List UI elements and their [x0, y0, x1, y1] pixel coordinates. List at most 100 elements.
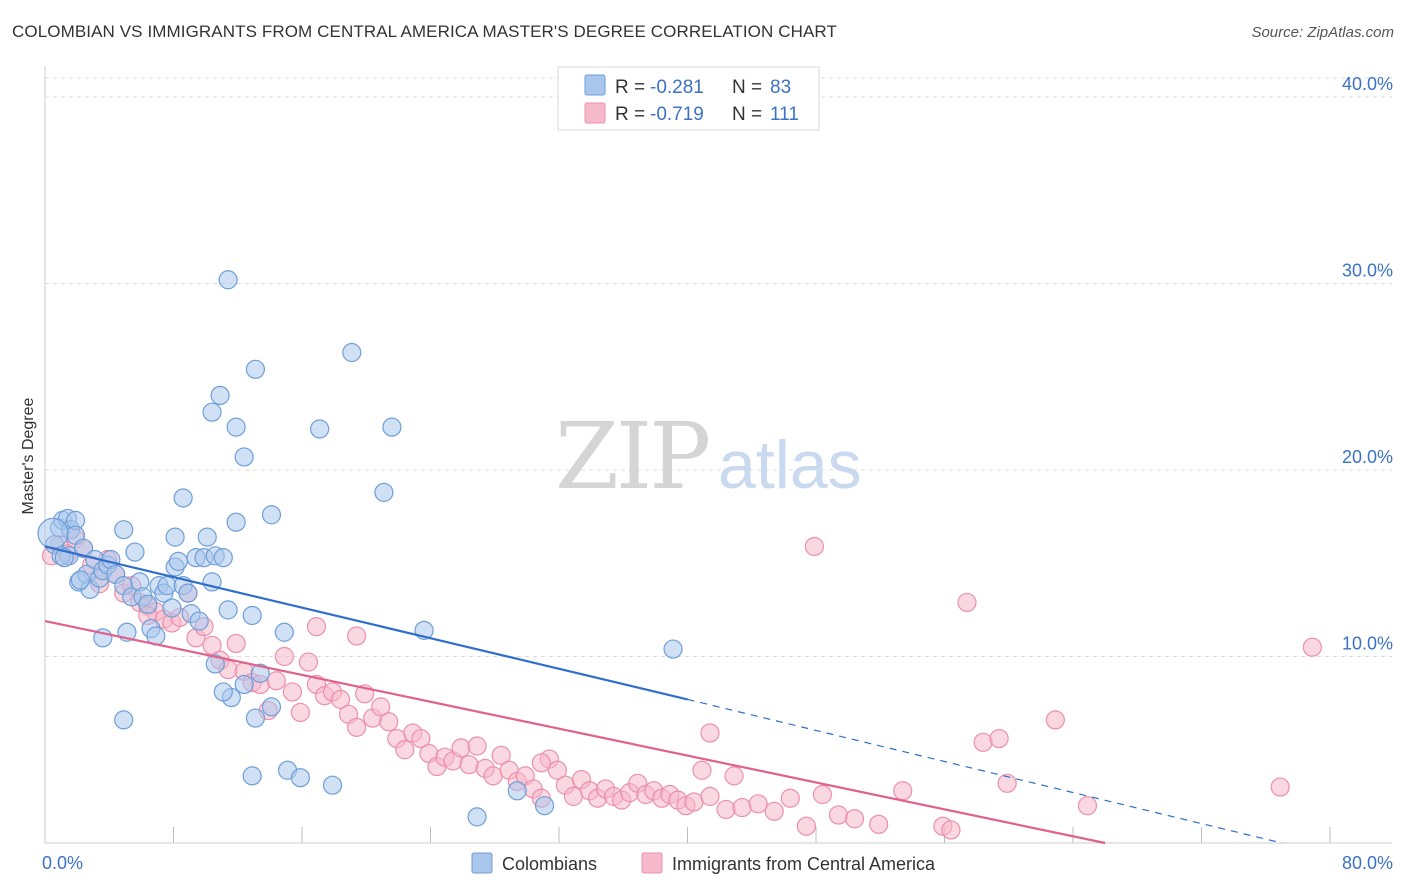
legend-n-value: 83 — [770, 77, 791, 98]
point-central-america — [266, 671, 286, 691]
point-central-america — [764, 801, 784, 821]
point-colombians — [210, 385, 230, 405]
point-central-america — [330, 689, 351, 709]
series-colombians-points — [37, 270, 683, 827]
point-colombians — [205, 654, 225, 674]
point-central-america — [306, 617, 327, 637]
point-colombians — [245, 359, 266, 379]
point-central-america — [780, 788, 800, 808]
point-colombians — [467, 807, 487, 827]
point-colombians — [213, 682, 233, 702]
point-central-america — [459, 755, 479, 775]
point-colombians — [342, 342, 362, 363]
point-central-america — [347, 717, 367, 737]
point-colombians — [261, 505, 282, 525]
point-central-america — [732, 797, 752, 818]
point-central-america — [684, 792, 704, 812]
point-central-america — [700, 723, 720, 743]
trend-line-colombians — [44, 545, 688, 701]
point-colombians — [310, 419, 330, 439]
point-colombians — [114, 710, 134, 730]
point-colombians — [663, 639, 683, 659]
point-colombians — [290, 768, 310, 788]
point-colombians — [218, 270, 238, 290]
x-tick-labels: 0.0% 80.0% — [42, 853, 1393, 873]
point-colombians — [374, 482, 394, 502]
point-central-america — [973, 732, 993, 752]
trend-line-central-america — [44, 619, 1106, 845]
point-central-america — [411, 728, 431, 749]
point-colombians — [507, 781, 527, 801]
point-central-america — [379, 712, 399, 732]
y-tick-labels: 10.0% 20.0% 30.0% 40.0% — [1342, 74, 1393, 654]
legend-r-label: R = — [615, 104, 645, 125]
point-colombians — [138, 594, 158, 614]
point-central-america — [692, 760, 712, 780]
y-tick-label: 30.0% — [1342, 261, 1393, 281]
point-central-america — [547, 760, 567, 780]
point-colombians — [114, 520, 134, 540]
point-colombians — [165, 527, 185, 547]
point-central-america — [274, 646, 294, 667]
legend-n-label: N = — [732, 77, 762, 98]
legend-bottom-label: Colombians — [502, 854, 597, 874]
point-colombians — [245, 708, 266, 728]
x-tick-label: 0.0% — [42, 853, 83, 873]
point-central-america — [1077, 796, 1098, 816]
point-colombians — [213, 548, 233, 568]
point-colombians — [189, 611, 209, 631]
point-central-america — [748, 794, 768, 814]
legend-r-value: -0.719 — [650, 104, 704, 125]
point-colombians — [218, 600, 238, 620]
point-central-america — [812, 784, 833, 805]
point-colombians — [197, 527, 217, 547]
point-colombians — [250, 663, 270, 683]
legend-n-value: 111 — [770, 104, 799, 125]
point-colombians — [37, 517, 69, 550]
point-colombians — [226, 417, 246, 437]
point-central-america — [371, 697, 391, 717]
point-central-america — [467, 736, 487, 756]
legend-bottom-label: Immigrants from Central America — [672, 854, 936, 874]
trend-line-colombians-extension — [687, 698, 1282, 844]
point-central-america — [451, 738, 471, 758]
y-axis-label: Master's Degree — [20, 397, 37, 514]
point-colombians — [534, 796, 555, 816]
y-tick-label: 40.0% — [1342, 74, 1393, 94]
legend-bottom-swatch-colombians — [471, 852, 493, 874]
point-colombians — [162, 598, 182, 618]
legend-n-label: N = — [732, 104, 762, 125]
trend-lines — [44, 545, 1282, 845]
point-colombians — [234, 447, 254, 467]
point-central-america — [347, 626, 367, 646]
point-central-america — [483, 766, 503, 786]
point-central-america — [941, 820, 961, 840]
point-central-america — [202, 635, 222, 655]
axes — [44, 66, 1392, 844]
point-central-america — [957, 592, 977, 613]
point-colombians — [70, 570, 90, 590]
point-central-america — [716, 799, 736, 820]
watermark: ZIP atlas — [555, 403, 862, 510]
point-central-america — [531, 753, 551, 773]
point-central-america — [724, 766, 744, 786]
watermark-zip: ZIP — [555, 403, 708, 510]
y-tick-label: 20.0% — [1342, 447, 1393, 467]
point-colombians — [242, 766, 262, 786]
point-central-america — [700, 786, 720, 806]
point-colombians — [202, 402, 222, 422]
point-central-america — [1302, 637, 1322, 657]
point-colombians — [226, 512, 246, 532]
point-central-america — [1270, 777, 1290, 797]
point-central-america — [869, 814, 889, 834]
point-central-america — [298, 652, 319, 672]
legend-bottom: Colombians Immigrants from Central Ameri… — [471, 852, 936, 874]
point-central-america — [395, 740, 415, 760]
point-colombians — [274, 622, 294, 642]
point-central-america — [828, 805, 849, 825]
point-central-america — [989, 728, 1009, 749]
point-colombians — [322, 775, 343, 795]
point-central-america — [796, 816, 816, 836]
legend-bottom-swatch-central-america — [641, 852, 663, 874]
